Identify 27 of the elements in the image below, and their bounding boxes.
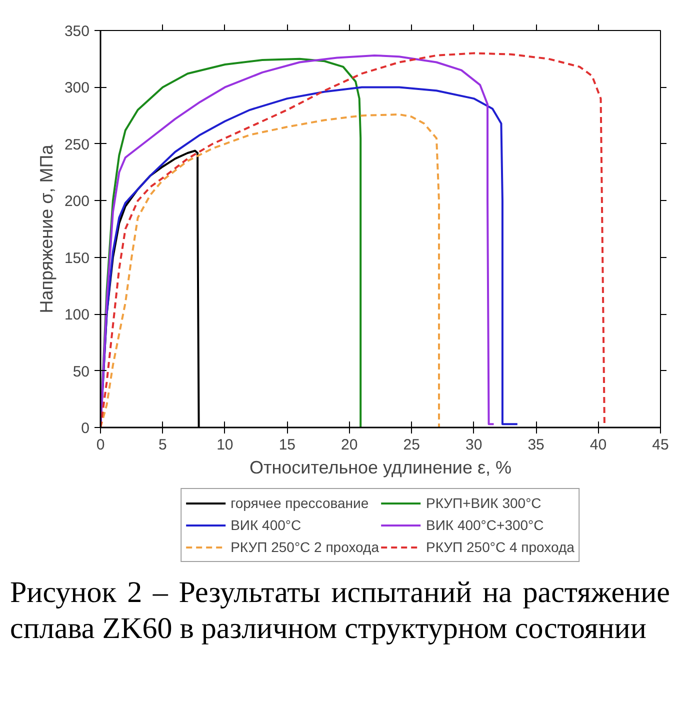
legend-label: РКУП+ВИК 300°C — [426, 495, 542, 511]
y-axis-title: Напряжение σ, МПа — [36, 144, 56, 314]
y-tick-label: 50 — [72, 363, 90, 380]
x-tick-label: 20 — [341, 436, 358, 454]
y-tick-label: 0 — [81, 420, 90, 437]
x-tick-label: 15 — [278, 436, 296, 454]
x-tick-label: 25 — [403, 436, 420, 454]
y-tick-label: 150 — [64, 250, 90, 267]
legend-label: горячее прессование — [230, 495, 369, 511]
x-tick-label: 45 — [652, 436, 669, 454]
x-tick-label: 30 — [465, 436, 482, 454]
y-tick-label: 350 — [64, 23, 90, 40]
y-tick-label: 250 — [64, 136, 90, 154]
legend-label: ВИК 400°C — [230, 517, 302, 533]
legend-label: РКУП 250°C 2 прохода — [230, 539, 379, 555]
legend-label: РКУП 250°C 4 прохода — [426, 539, 574, 555]
x-tick-label: 5 — [158, 436, 167, 454]
x-tick-label: 10 — [216, 436, 234, 454]
legend-label: ВИК 400°C+300°C — [426, 517, 544, 533]
x-tick-label: 40 — [590, 436, 607, 454]
y-tick-label: 300 — [64, 80, 90, 97]
text: Рисунок 2 – Результаты испытаний на растяжение сплава ZK60 в различном структурном состоянии — [10, 575, 670, 647]
x-axis-title: Относительное удлинение ε, % — [250, 458, 512, 478]
y-tick-label: 100 — [64, 306, 90, 324]
x-tick-label: 35 — [528, 436, 544, 454]
y-tick-label: 200 — [64, 193, 90, 210]
x-tick-label: 0 — [96, 436, 105, 454]
